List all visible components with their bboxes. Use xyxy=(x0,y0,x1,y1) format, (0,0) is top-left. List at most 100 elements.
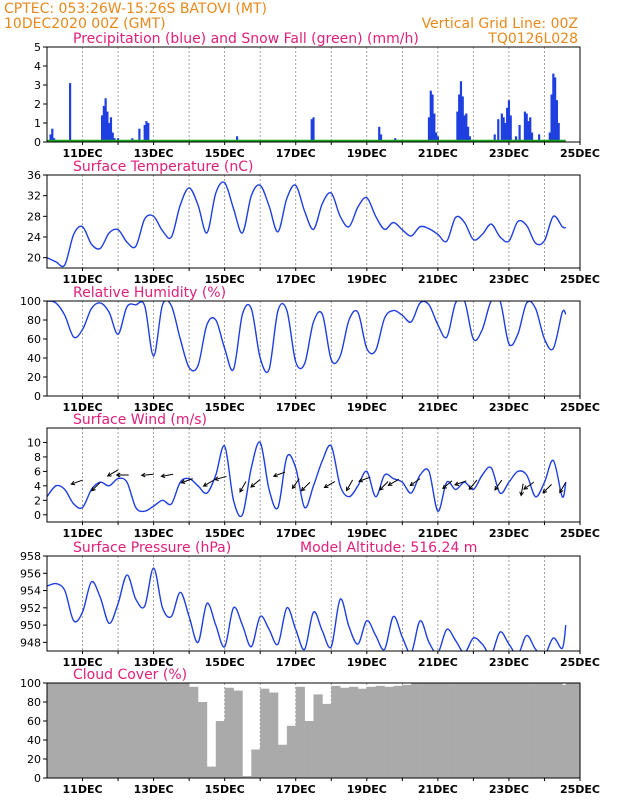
precip-bar xyxy=(463,115,466,142)
x-tick-label: 11DEC xyxy=(63,783,103,796)
y-tick-label: 948 xyxy=(20,636,41,649)
precip-bar xyxy=(507,100,511,142)
x-tick-label: 17DEC xyxy=(276,273,316,286)
x-tick-label: 21DEC xyxy=(418,401,458,414)
cloud-bar xyxy=(73,683,83,778)
precip-bar xyxy=(514,136,518,142)
x-tick-label: 19DEC xyxy=(347,273,387,286)
precip-bar xyxy=(427,117,431,142)
header-station: CPTEC: 053:26W-15:26S BATOVI (MT) xyxy=(4,1,267,17)
precip-bar xyxy=(468,136,471,142)
precip-bar xyxy=(504,123,507,142)
precip-bar xyxy=(104,98,107,142)
y-tick-label: 954 xyxy=(20,585,41,598)
precip-bar xyxy=(429,90,432,142)
wind-arrow xyxy=(272,471,286,478)
x-tick-label: 21DEC xyxy=(418,147,458,160)
wind-arrow xyxy=(323,481,336,489)
cloud-bar xyxy=(446,683,456,778)
precip-bar xyxy=(379,134,383,142)
panel-title-precip: Precipitation (blue) and Snow Fall (gree… xyxy=(73,31,419,47)
precip-bar xyxy=(502,117,505,142)
x-tick-label: 23DEC xyxy=(489,656,529,669)
cloud-bar xyxy=(135,683,146,778)
cloud-bar xyxy=(269,692,279,778)
y-tick-label: 60 xyxy=(27,333,41,346)
precip-bar xyxy=(458,94,461,142)
cloud-bar xyxy=(544,683,554,778)
precip-bar xyxy=(236,136,239,142)
panel-temp: Surface Temperature (nC) 20 24 28 32 36 11DEC 1… xyxy=(27,159,600,286)
x-tick-label: 23DEC xyxy=(489,147,529,160)
y-tick-label: 956 xyxy=(20,567,41,580)
x-tick-label: 19DEC xyxy=(347,147,387,160)
x-tick-label: 21DEC xyxy=(418,783,458,796)
cloud-bar xyxy=(357,688,368,778)
precip-bar xyxy=(102,105,105,142)
precip-bar xyxy=(538,134,541,142)
y-tick-label: 10 xyxy=(27,436,41,449)
panel-wind: Surface Wind (m/s) 0 24 68 10 11DEC 13DEC 15DEC… xyxy=(27,412,600,540)
x-tick-label: 13DEC xyxy=(134,527,174,540)
y-tick-label: 80 xyxy=(27,314,41,327)
cloud-bar xyxy=(162,683,172,778)
wind-series-line xyxy=(47,441,567,518)
cloud-bar xyxy=(437,683,448,778)
cloud-bar xyxy=(565,683,580,778)
plot-area-pres xyxy=(47,567,567,651)
y-tick-label: 2 xyxy=(34,98,41,111)
plot-area-temp xyxy=(47,181,567,268)
wind-arrow xyxy=(442,480,453,490)
panel-precip: Precipitation (blue) and Snow Fall (gree… xyxy=(34,31,600,160)
panel-frame-temp xyxy=(46,174,581,269)
cloud-bar xyxy=(233,690,243,778)
precip-bar xyxy=(51,128,54,142)
cloud-bar xyxy=(455,683,465,778)
panel-rh: Relative Humidity (%) 0 20 40 60 80 100 11DEC 13… xyxy=(20,285,600,414)
x-tick-label: 25DEC xyxy=(560,147,600,160)
x-tick-label: 11DEC xyxy=(63,656,103,669)
x-tick-label: 11DEC xyxy=(63,273,103,286)
y-tick-label: 6 xyxy=(34,465,41,478)
cloud-bar xyxy=(402,684,412,778)
wind-arrow xyxy=(346,479,354,492)
rh-series-line xyxy=(47,301,567,374)
precip-bar xyxy=(456,111,459,142)
wind-arrow xyxy=(387,478,400,486)
cloud-bar xyxy=(322,703,332,778)
wind-arrow xyxy=(468,479,478,491)
y-tick-label: 0 xyxy=(34,136,41,149)
y-tick-label: 3 xyxy=(34,79,41,92)
precip-bar xyxy=(138,128,141,142)
x-tick-label: 13DEC xyxy=(134,783,174,796)
cloud-bar xyxy=(251,749,261,778)
cloud-bar xyxy=(411,683,421,778)
y-tick-label: 4 xyxy=(34,60,41,73)
precip-bar xyxy=(310,119,313,142)
wind-arrow xyxy=(180,478,193,484)
x-tick-label: 17DEC xyxy=(276,656,316,669)
precip-bar xyxy=(493,134,496,142)
cloud-bar xyxy=(366,686,376,778)
y-tick-label: 0 xyxy=(34,509,41,522)
precip-bar xyxy=(143,124,146,142)
plot-area-precip xyxy=(47,73,566,142)
precip-bar xyxy=(506,107,509,142)
precip-bar xyxy=(500,113,503,142)
precip-bar xyxy=(525,113,528,142)
y-tick-label: 100 xyxy=(20,677,41,690)
y-tick-label: 20 xyxy=(27,371,41,384)
y-tick-label: 0 xyxy=(34,390,41,403)
panel-title-pres: Surface Pressure (hPa) xyxy=(73,540,231,556)
cloud-bar xyxy=(473,683,483,778)
cloud-bar xyxy=(198,702,208,778)
wind-arrow xyxy=(106,469,119,477)
wind-arrow xyxy=(300,481,311,492)
y-tick-label: 8 xyxy=(34,451,41,464)
precip-bar xyxy=(106,111,109,142)
wind-arrow xyxy=(291,478,300,490)
wind-arrow xyxy=(542,484,552,494)
cloud-bar xyxy=(82,683,92,778)
cloud-bar xyxy=(242,776,252,778)
wind-arrow xyxy=(494,479,503,491)
